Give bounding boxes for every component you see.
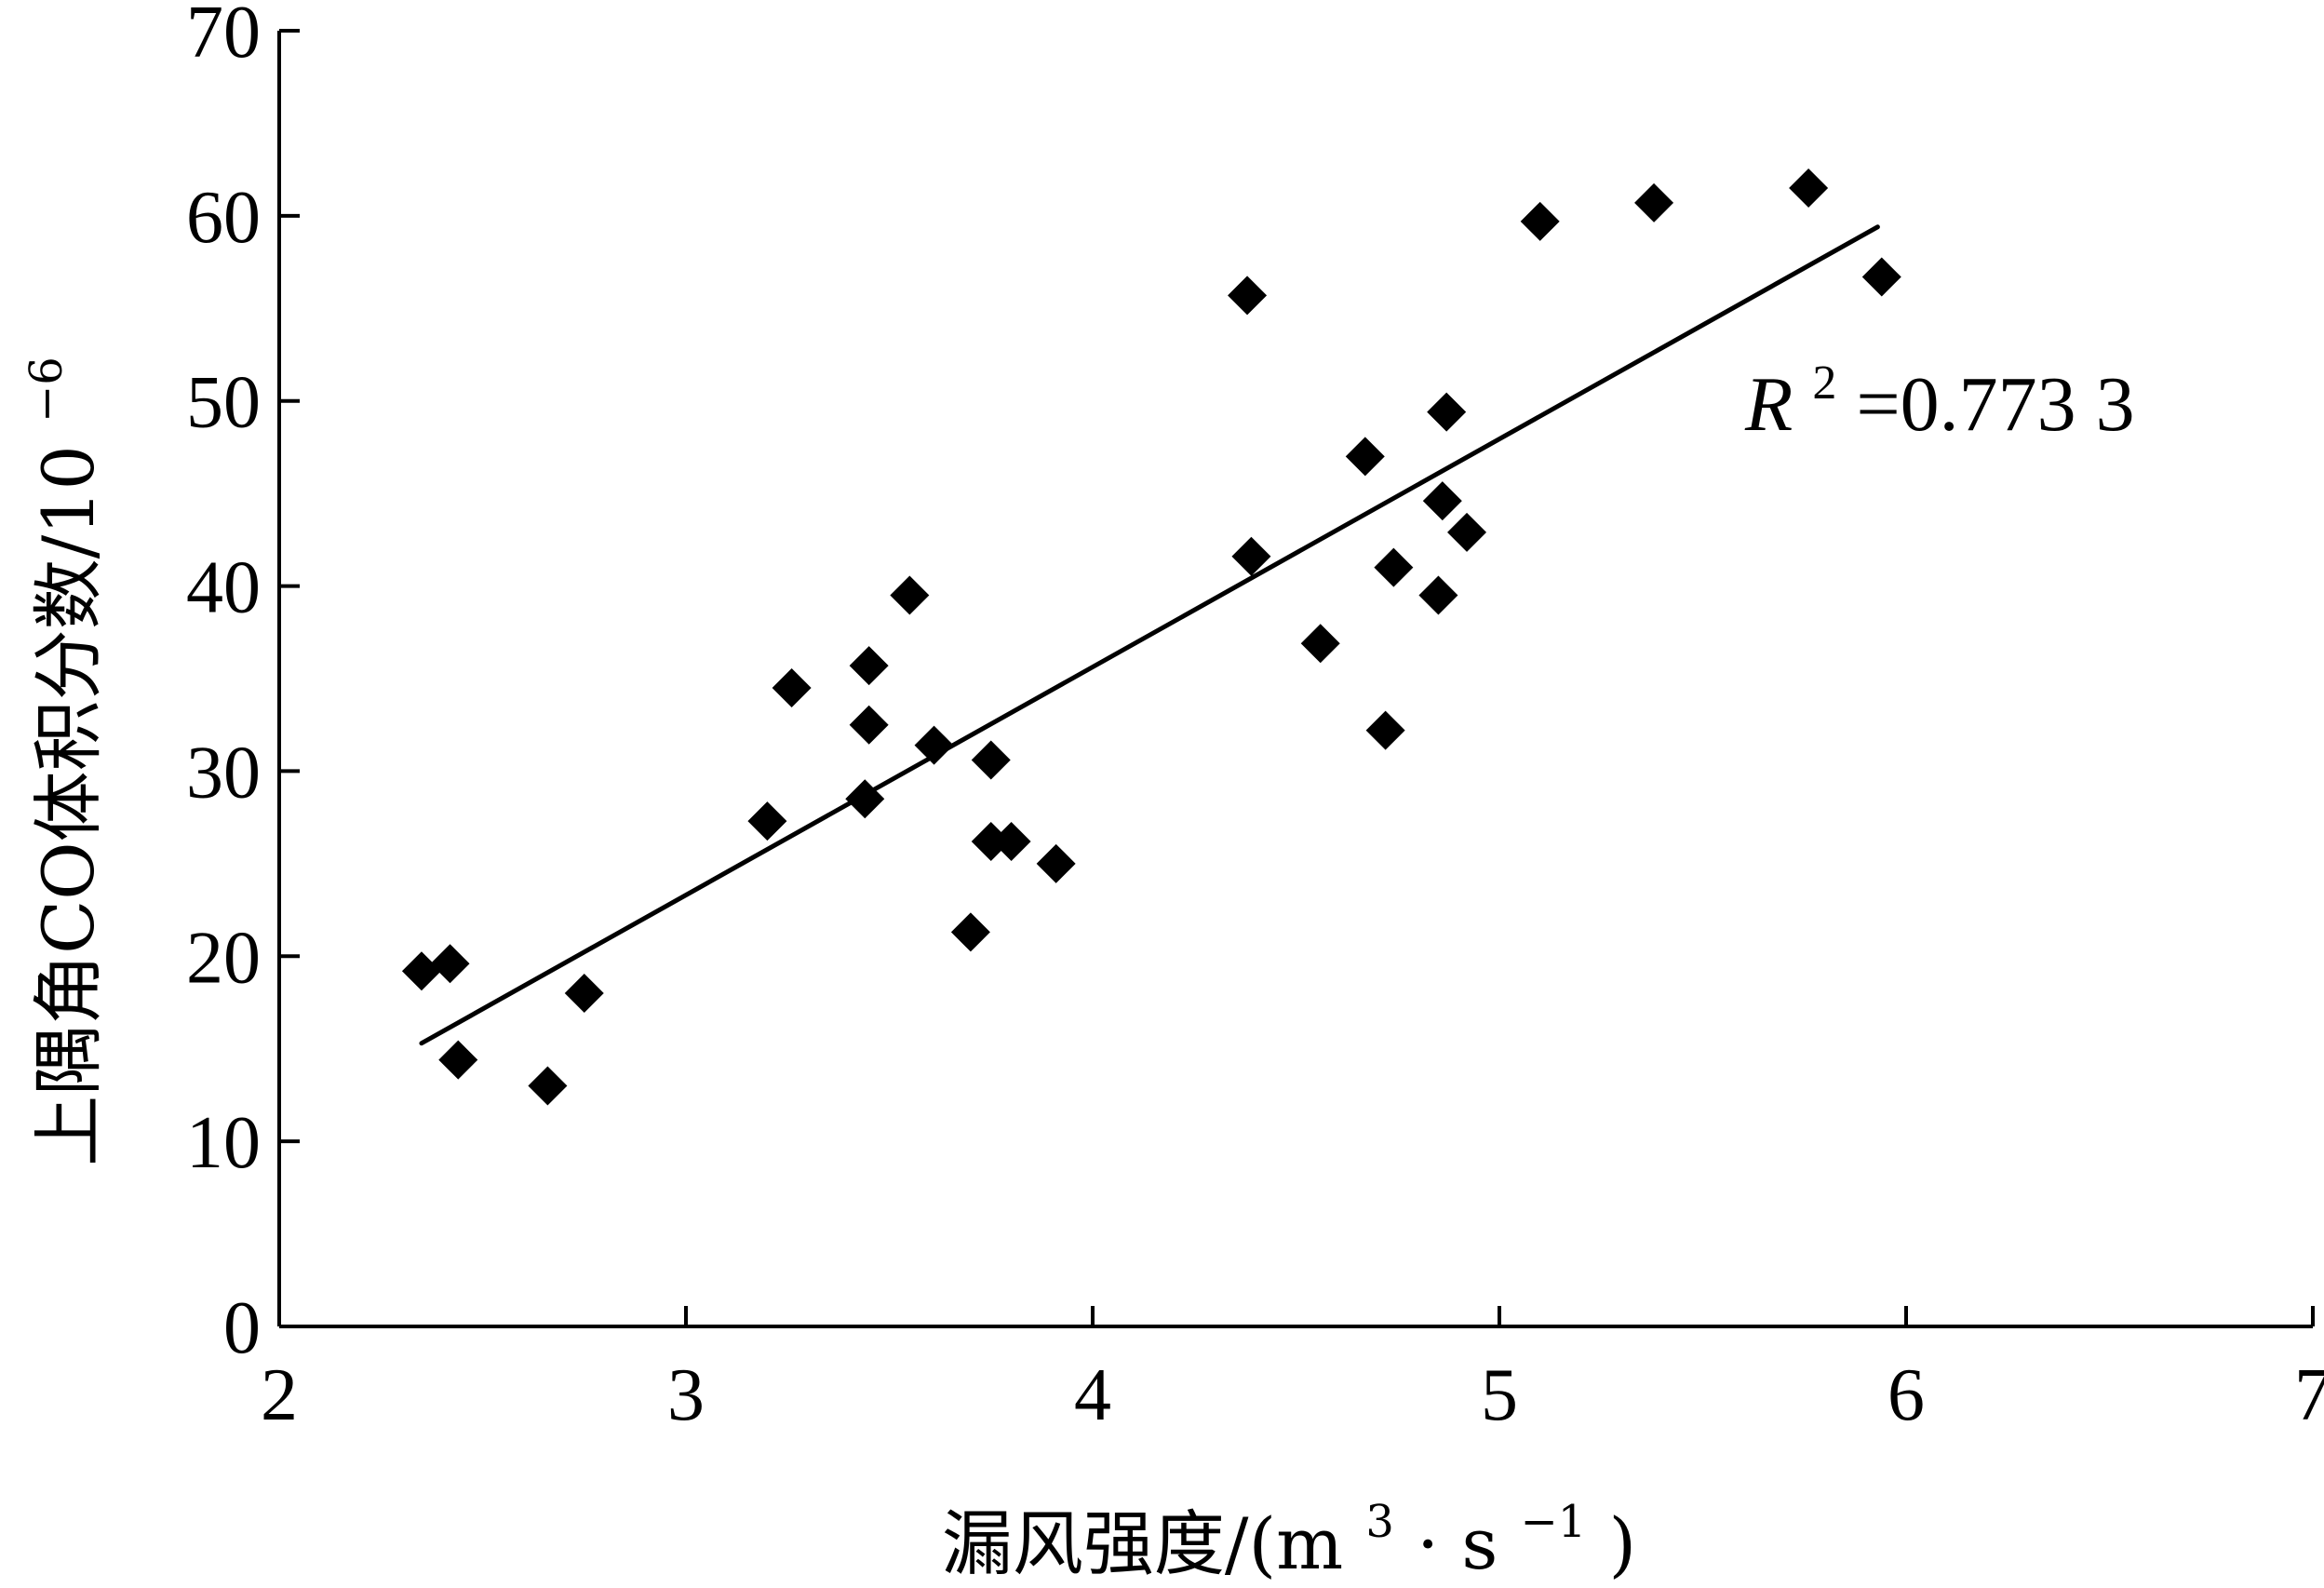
data-point bbox=[772, 667, 812, 707]
data-point bbox=[438, 1040, 478, 1080]
data-point bbox=[1422, 481, 1462, 521]
axes bbox=[277, 31, 2313, 1328]
data-point bbox=[1447, 512, 1487, 552]
y-tick-label: 20 bbox=[186, 917, 261, 999]
data-point bbox=[564, 974, 604, 1014]
data-point bbox=[1861, 257, 1901, 297]
y-axis-title: 上隅角CO体积分数/10 −6 bbox=[20, 357, 110, 1166]
trendline bbox=[419, 224, 1880, 1046]
x-axis-title-sup1: 3 bbox=[1365, 1496, 1394, 1548]
x-tick-label: 4 bbox=[1074, 1354, 1111, 1436]
r-squared-annotation: R 2 =0.773 3 bbox=[1744, 330, 2135, 448]
y-tick-label: 60 bbox=[186, 177, 261, 259]
y-tick-label: 30 bbox=[186, 732, 261, 814]
data-point bbox=[1231, 536, 1271, 576]
x-tick-label: 2 bbox=[261, 1354, 298, 1436]
y-tick-label: 10 bbox=[186, 1102, 261, 1184]
data-point bbox=[971, 821, 1011, 861]
data-point bbox=[1345, 437, 1385, 477]
data-point bbox=[950, 912, 990, 952]
y-tick-label: 70 bbox=[186, 0, 261, 74]
r-squared-var: R bbox=[1744, 361, 1793, 448]
data-point bbox=[971, 740, 1011, 780]
data-point bbox=[1300, 624, 1340, 664]
data-point bbox=[747, 801, 787, 841]
x-axis-title-main: 漏风强度/(m bbox=[942, 1502, 1343, 1585]
data-point bbox=[528, 1066, 568, 1106]
data-point bbox=[849, 646, 889, 686]
data-point bbox=[890, 575, 930, 615]
x-axis-title-mid: · s bbox=[1417, 1502, 1498, 1585]
y-tick-label: 0 bbox=[223, 1287, 261, 1369]
x-axis-title-sup2: −1 bbox=[1521, 1496, 1587, 1548]
data-point bbox=[1789, 168, 1829, 209]
data-point bbox=[401, 951, 441, 991]
data-point bbox=[1228, 276, 1268, 316]
x-tick-label: 3 bbox=[667, 1354, 705, 1436]
data-point bbox=[1427, 392, 1467, 432]
y-axis-title-main: 上隅角CO体积分数/10 bbox=[27, 445, 110, 1166]
data-point bbox=[914, 725, 954, 765]
r-squared-sup: 2 bbox=[1812, 357, 1836, 410]
data-point bbox=[1418, 575, 1458, 615]
y-axis-title-sup: −6 bbox=[20, 357, 73, 423]
data-point bbox=[1036, 843, 1076, 883]
x-tick-label: 7 bbox=[2294, 1354, 2324, 1436]
y-tick-label: 40 bbox=[186, 547, 261, 629]
data-point bbox=[991, 821, 1031, 861]
data-point bbox=[1520, 201, 1560, 241]
x-axis-title: 漏风强度/(m 3 · s −1 ) bbox=[942, 1471, 1636, 1585]
data-point bbox=[1365, 710, 1405, 750]
r-squared-value: =0.773 3 bbox=[1856, 361, 2134, 448]
data-point bbox=[430, 944, 470, 984]
data-point bbox=[1634, 182, 1674, 222]
data-point bbox=[849, 705, 889, 745]
x-tick-label: 5 bbox=[1481, 1354, 1518, 1436]
data-points bbox=[401, 168, 1901, 1106]
x-axis-title-end: ) bbox=[1609, 1502, 1637, 1585]
data-point bbox=[1374, 547, 1414, 587]
y-tick-label: 50 bbox=[186, 362, 261, 444]
x-tick-label: 6 bbox=[1887, 1354, 1925, 1436]
